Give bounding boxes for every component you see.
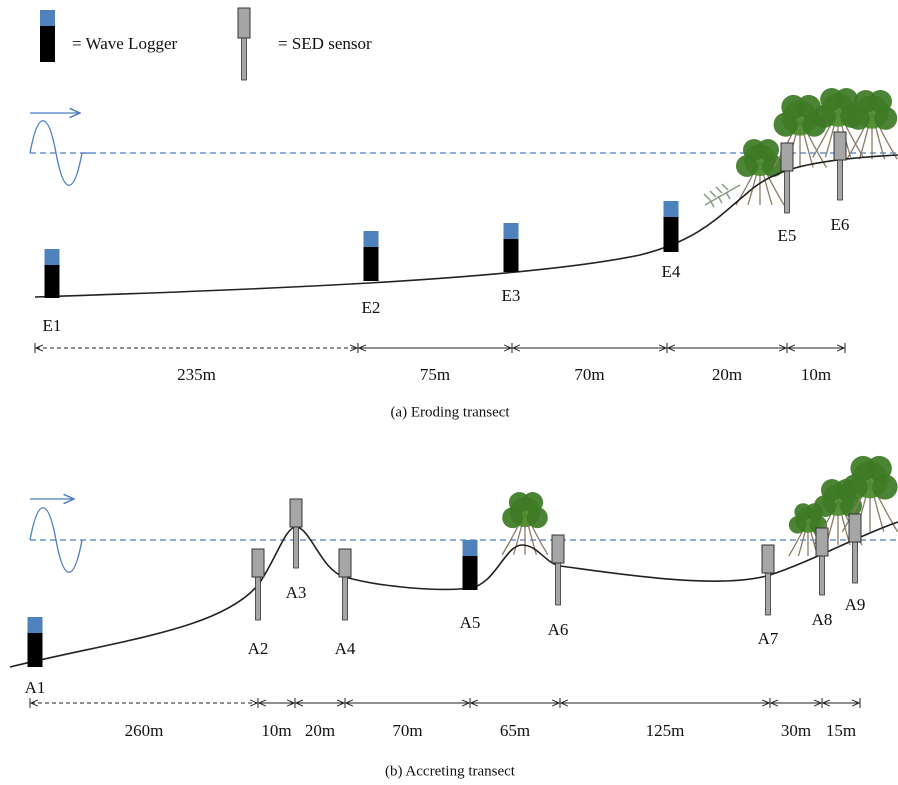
logger-top bbox=[40, 10, 55, 26]
sed-stick bbox=[294, 527, 299, 568]
sed-stick bbox=[256, 577, 261, 620]
sed-box bbox=[781, 143, 793, 171]
caption: (b) Accreting transect bbox=[385, 763, 516, 779]
distance-label: 235m bbox=[177, 365, 216, 384]
distance-label: 20m bbox=[712, 365, 742, 384]
distance-label: 70m bbox=[392, 721, 422, 740]
sed-box bbox=[339, 549, 351, 577]
wave-logger-top bbox=[664, 201, 679, 217]
distance-label: 125m bbox=[646, 721, 685, 740]
station-label: A3 bbox=[286, 583, 307, 602]
sed-stick bbox=[853, 542, 858, 583]
wave-logger-body bbox=[45, 265, 60, 298]
legend-label: = Wave Logger bbox=[72, 34, 177, 53]
station-label: A4 bbox=[335, 639, 356, 658]
wave-logger-top bbox=[463, 540, 478, 556]
canopy bbox=[757, 139, 779, 161]
distance-label: 10m bbox=[261, 721, 291, 740]
distance-label: 260m bbox=[125, 721, 164, 740]
sed-stick bbox=[242, 38, 247, 80]
sed-stick bbox=[785, 171, 790, 213]
sed-box bbox=[552, 535, 564, 563]
distance-label: 65m bbox=[500, 721, 530, 740]
wave-logger-body bbox=[28, 633, 43, 667]
distance-label: 10m bbox=[801, 365, 831, 384]
distance-label: 75m bbox=[420, 365, 450, 384]
sed-box bbox=[834, 132, 846, 160]
station-label: A7 bbox=[758, 629, 779, 648]
figure: = Wave Logger = SED sensor (a) Eroding t… bbox=[0, 0, 898, 785]
wave-logger-top bbox=[45, 249, 60, 265]
sed-stick bbox=[820, 556, 825, 595]
station-label: A2 bbox=[248, 639, 269, 658]
station-label: A9 bbox=[845, 595, 866, 614]
distance-label: 15m bbox=[826, 721, 856, 740]
sed-box bbox=[849, 514, 861, 542]
legend-label: = SED sensor bbox=[278, 34, 372, 53]
legend: = Wave Logger = SED sensor bbox=[40, 8, 372, 80]
station-label: A8 bbox=[812, 610, 833, 629]
caption: (a) Eroding transect bbox=[390, 404, 510, 420]
distance-label: 70m bbox=[574, 365, 604, 384]
station-label: E3 bbox=[502, 286, 521, 305]
sed-box bbox=[816, 528, 828, 556]
distance-label: 20m bbox=[305, 721, 335, 740]
station-label: E5 bbox=[778, 226, 797, 245]
wave-logger-body bbox=[364, 247, 379, 281]
wave-logger-body bbox=[504, 239, 519, 272]
water bbox=[30, 113, 898, 572]
wave-logger-top bbox=[504, 223, 519, 239]
station-label: E4 bbox=[662, 262, 681, 281]
sed-stick bbox=[766, 573, 771, 615]
wave-logger-body bbox=[463, 556, 478, 590]
sed-box bbox=[762, 545, 774, 573]
wave-logger-top bbox=[28, 617, 43, 633]
sed-stick bbox=[343, 577, 348, 620]
logger-body bbox=[40, 26, 55, 62]
wave-logger-body bbox=[664, 217, 679, 252]
canopy bbox=[867, 456, 892, 481]
station-label: A1 bbox=[25, 678, 46, 697]
station-label: E1 bbox=[43, 316, 62, 335]
canopy bbox=[869, 90, 892, 113]
sed-box bbox=[252, 549, 264, 577]
station-label: A6 bbox=[548, 620, 569, 639]
wave-logger-top bbox=[364, 231, 379, 247]
sed-box bbox=[290, 499, 302, 527]
sed-box bbox=[238, 8, 250, 38]
sed-stick bbox=[556, 563, 561, 605]
station-label: A5 bbox=[460, 613, 481, 632]
canopy bbox=[522, 492, 543, 513]
station-label: E2 bbox=[362, 298, 381, 317]
distance-label: 30m bbox=[781, 721, 811, 740]
sed-stick bbox=[838, 160, 843, 200]
station-label: E6 bbox=[831, 215, 850, 234]
